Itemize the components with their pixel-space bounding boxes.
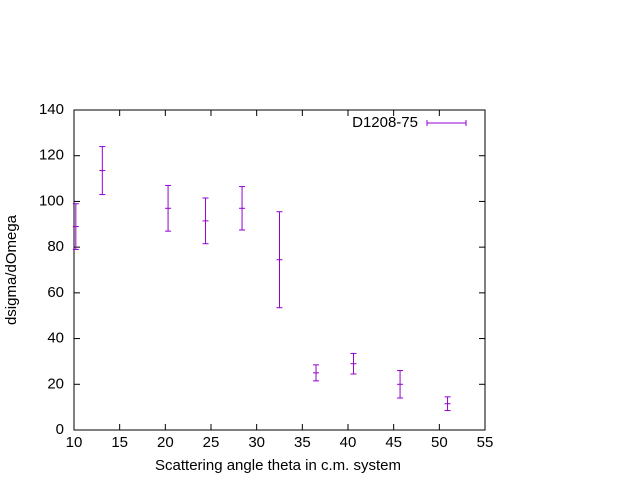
- legend-label: D1208-75: [352, 114, 418, 131]
- x-tick-label: 20: [157, 434, 174, 451]
- x-tick-label: 55: [477, 434, 494, 451]
- x-axis-label: Scattering angle theta in c.m. system: [155, 457, 401, 474]
- x-tick-label: 25: [203, 434, 220, 451]
- y-tick-label: 40: [47, 330, 64, 347]
- x-tick-label: 10: [66, 434, 83, 451]
- y-tick-label: 0: [56, 421, 64, 438]
- x-tick-label: 15: [111, 434, 128, 451]
- y-tick-label: 120: [39, 147, 64, 164]
- y-tick-label: 20: [47, 375, 64, 392]
- x-tick-label: 35: [294, 434, 311, 451]
- y-tick-label: 140: [39, 101, 64, 118]
- plot-border: [73, 109, 486, 431]
- x-tick-label: 40: [340, 434, 357, 451]
- y-tick-label: 100: [39, 192, 64, 209]
- x-tick-label: 50: [431, 434, 448, 451]
- y-axis-label: dsigma/dOmega: [3, 214, 20, 325]
- x-tick-label: 45: [385, 434, 402, 451]
- y-tick-label: 80: [47, 238, 64, 255]
- x-tick-label: 30: [248, 434, 265, 451]
- y-tick-label: 60: [47, 284, 64, 301]
